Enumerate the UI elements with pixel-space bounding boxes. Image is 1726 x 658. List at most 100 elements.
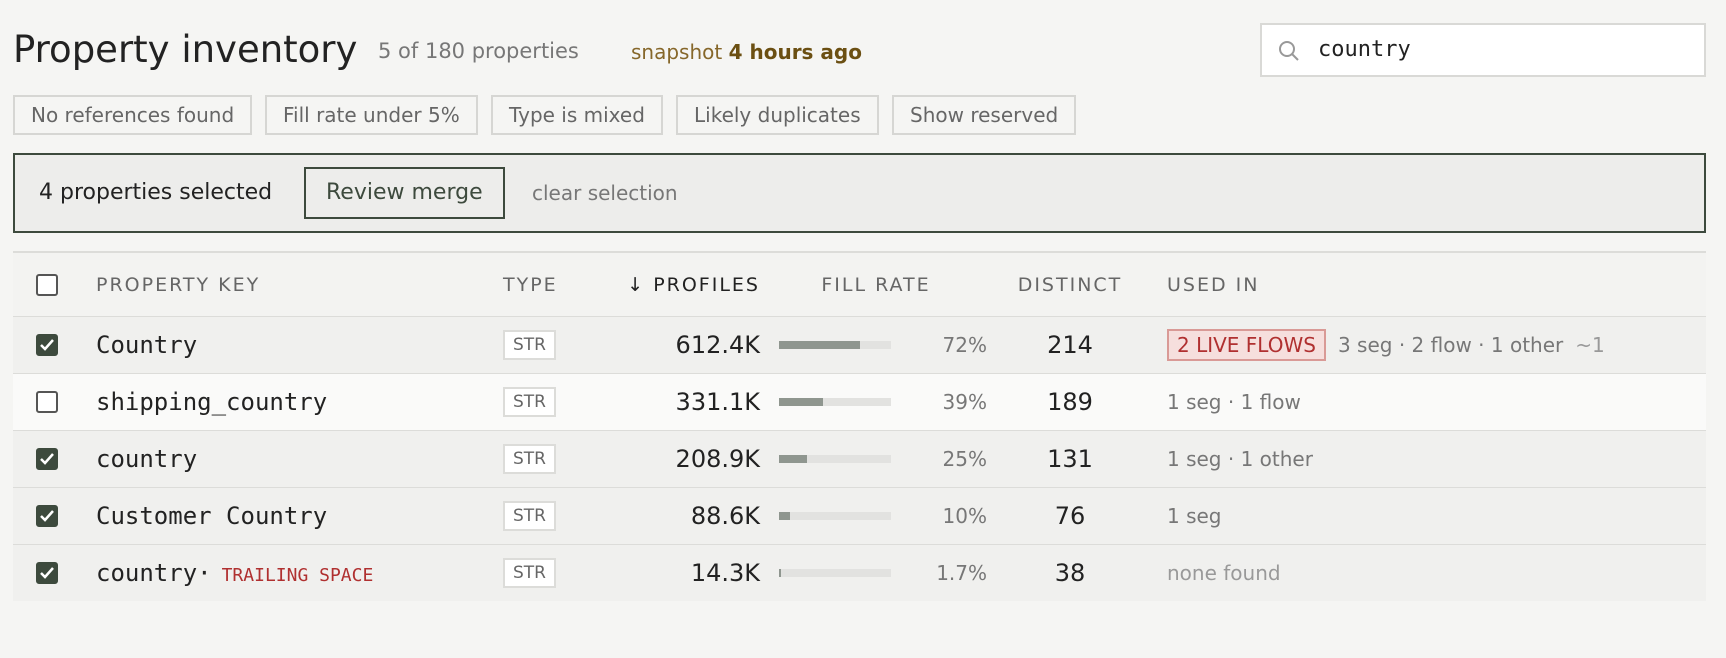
column-header: USED IN [1167, 274, 1259, 296]
table-row[interactable]: Customer Country STR 88.6K 10% 76 1 seg [13, 487, 1706, 544]
filter-chip[interactable]: Type is mixed [491, 95, 663, 135]
table-header: PROPERTY KEY TYPE ↓ PROFILES FILL RATE DISTI… [13, 253, 1706, 316]
profiles: 14.3K [690, 559, 760, 587]
table-row[interactable]: country· TRAILING SPACE STR 14.3K 1.7% 38 none… [13, 544, 1706, 601]
type-badge: STR [503, 558, 556, 588]
selection-count: 4 properties selected [39, 180, 273, 205]
snapshot-age: 4 hours ago [728, 40, 862, 64]
selection-bar: 4 properties selected Review merge clear… [13, 153, 1706, 233]
column-header: TYPE [503, 274, 558, 296]
column-label: USED IN [1167, 273, 1260, 296]
filter-chip[interactable]: Show reserved [892, 95, 1077, 135]
row-checkbox[interactable] [36, 334, 58, 356]
search-box[interactable]: country [1260, 23, 1706, 77]
fill-track [779, 341, 891, 349]
column-label: PROPERTY KEY [96, 273, 261, 296]
check-mark [40, 510, 54, 522]
property-count: 5 of 180 properties [378, 39, 579, 63]
check-mark [40, 567, 54, 579]
key-text: shipping_country [96, 388, 328, 416]
column-label: PROFILES [653, 273, 760, 296]
fill-bar [779, 341, 860, 349]
usage-summary: 1 seg · 1 other [1167, 447, 1313, 471]
row-checkbox[interactable] [36, 391, 58, 413]
used-in: 2 LIVE FLOWS 3 seg · 2 flow · 1 other ~1 [1167, 329, 1605, 361]
distinct: 189 [1047, 388, 1093, 416]
usage-summary: 3 seg · 2 flow · 1 other [1337, 333, 1564, 357]
sort-arrow: ↓ [627, 273, 654, 296]
key-text: country [96, 445, 198, 473]
fill-track [779, 569, 891, 577]
usage-summary: none found [1167, 561, 1281, 585]
fill-track [779, 512, 891, 520]
fill-bar [779, 512, 791, 520]
select-all-checkbox[interactable] [36, 273, 58, 296]
usage-summary: 1 seg · 1 flow [1167, 390, 1301, 414]
fill-rate-label: 10% [942, 504, 987, 528]
table-row[interactable]: country STR 208.9K 25% 131 1 seg · 1 other [13, 430, 1706, 487]
live-flows-badge: 2 LIVE FLOWS [1167, 329, 1326, 361]
key-warning: TRAILING SPACE [221, 565, 374, 586]
fill-track [779, 398, 891, 406]
property-key: shipping_country [96, 388, 327, 416]
row-checkbox[interactable] [36, 505, 58, 527]
column-label: DISTINCT [1017, 273, 1123, 296]
property-key: Country [96, 331, 197, 359]
usage-summary: 1 seg [1167, 504, 1222, 528]
usage-extra: ~1 [1575, 333, 1605, 357]
filter-chip[interactable]: Likely duplicates [676, 95, 879, 135]
table-row[interactable]: Country STR 612.4K 72% 214 2 LIVE FLOWS 3 seg … [13, 316, 1706, 373]
column-label: TYPE [503, 273, 558, 296]
distinct: 38 [1054, 559, 1086, 587]
column-label: FILL RATE [821, 273, 931, 296]
fill-rate-label: 39% [942, 390, 987, 414]
profiles: 612.4K [675, 331, 760, 359]
column-header: DISTINCT [1018, 274, 1123, 296]
distinct: 131 [1047, 445, 1093, 473]
profiles: 88.6K [690, 502, 760, 530]
property-key: country· TRAILING SPACE [96, 559, 373, 587]
fill-rate-label: 25% [942, 447, 987, 471]
fill-bar [779, 398, 823, 406]
used-in: none found [1167, 561, 1281, 585]
used-in: 1 seg · 1 flow [1167, 390, 1301, 414]
used-in: 1 seg · 1 other [1167, 447, 1313, 471]
filter-chip[interactable]: No references found [13, 95, 253, 135]
used-in: 1 seg [1167, 504, 1222, 528]
type-badge: STR [503, 444, 556, 474]
row-checkbox[interactable] [36, 562, 58, 584]
type-badge: STR [503, 330, 556, 360]
distinct: 76 [1054, 502, 1086, 530]
key-text: Customer Country [96, 502, 328, 530]
key-text: country· [96, 559, 212, 587]
search-icon [1279, 41, 1299, 61]
type-badge: STR [503, 501, 556, 531]
review-merge-button[interactable]: Review merge [304, 167, 505, 219]
check-mark [40, 453, 54, 465]
fill-bar [779, 569, 781, 577]
column-header[interactable]: ↓ PROFILES [627, 274, 760, 296]
column-header: FILL RATE [821, 274, 930, 296]
fill-track [779, 455, 891, 463]
fill-rate-label: 1.7% [936, 561, 987, 585]
row-checkbox[interactable] [36, 448, 58, 470]
snapshot-label: snapshot [631, 40, 723, 64]
check-mark [40, 339, 54, 351]
clear-selection[interactable]: clear selection [532, 181, 678, 205]
fill-bar [779, 455, 807, 463]
column-header: PROPERTY KEY [96, 274, 260, 296]
profiles: 208.9K [675, 445, 760, 473]
page-title: Property inventory [13, 28, 358, 71]
type-badge: STR [503, 387, 556, 417]
table-row[interactable]: shipping_country STR 331.1K 39% 189 1 seg · 1… [13, 373, 1706, 430]
filter-chip[interactable]: Fill rate under 5% [265, 95, 478, 135]
key-text: Country [96, 331, 198, 359]
profiles: 331.1K [675, 388, 760, 416]
property-key: country [96, 445, 197, 473]
distinct: 214 [1047, 331, 1093, 359]
property-key: Customer Country [96, 502, 327, 530]
search-value: country [1318, 37, 1411, 62]
snapshot: snapshot 4 hours ago [631, 40, 862, 64]
fill-rate-label: 72% [942, 333, 987, 357]
